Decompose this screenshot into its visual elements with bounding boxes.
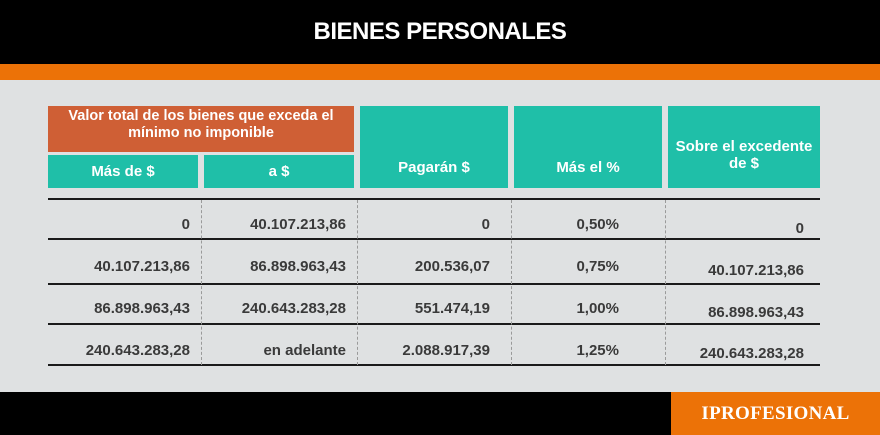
table-cell: 200.536,07 <box>414 258 490 275</box>
column-divider <box>201 200 203 365</box>
column-header-a: a $ <box>204 155 354 188</box>
table-cell: 240.643.283,28 <box>241 300 346 317</box>
row-divider <box>48 283 820 285</box>
table-cell: 0 <box>481 216 490 233</box>
group-header: Valor total de los bienes que exceda el … <box>48 106 354 152</box>
iprofesional-logo: IPROFESIONAL <box>671 392 880 435</box>
column-header-mas-el-porcentaje: Más el % <box>514 106 662 188</box>
logo-text: IPROFESIONAL <box>701 402 850 424</box>
table-cell: 86.898.963,43 <box>708 304 804 321</box>
header-bar: BIENES PERSONALES <box>0 0 880 64</box>
table-cell: 1,00% <box>576 300 619 317</box>
table-cell: 1,25% <box>576 342 619 359</box>
page-title: BIENES PERSONALES <box>313 18 567 45</box>
column-divider <box>357 200 359 365</box>
table-cell: 40.107.213,86 <box>94 258 190 275</box>
table-top-rule <box>48 198 820 200</box>
column-divider <box>511 200 513 365</box>
table-cell: 240.643.283,28 <box>85 342 190 359</box>
row-divider <box>48 238 820 240</box>
table-cell: 0,50% <box>576 216 619 233</box>
column-divider <box>665 200 667 365</box>
column-header-pagaran: Pagarán $ <box>360 106 508 188</box>
table-cell: 86.898.963,43 <box>94 300 190 317</box>
table-cell: 551.474,19 <box>414 300 490 317</box>
table-cell: 2.088.917,39 <box>402 342 490 359</box>
table-cell: 0 <box>181 216 190 233</box>
column-header-sobre-el-excedente: Sobre el excedente de $ <box>668 106 820 188</box>
table-cell: en adelante <box>263 342 346 359</box>
row-divider <box>48 323 820 325</box>
table-cell: 0 <box>795 220 804 237</box>
table-cell: 0,75% <box>576 258 619 275</box>
accent-bar <box>0 64 880 80</box>
table-cell: 40.107.213,86 <box>250 216 346 233</box>
table-cell: 86.898.963,43 <box>250 258 346 275</box>
row-divider <box>48 364 820 366</box>
table-cell: 240.643.283,28 <box>699 345 804 362</box>
column-header-mas-de: Más de $ <box>48 155 198 188</box>
table-cell: 40.107.213,86 <box>708 262 804 279</box>
